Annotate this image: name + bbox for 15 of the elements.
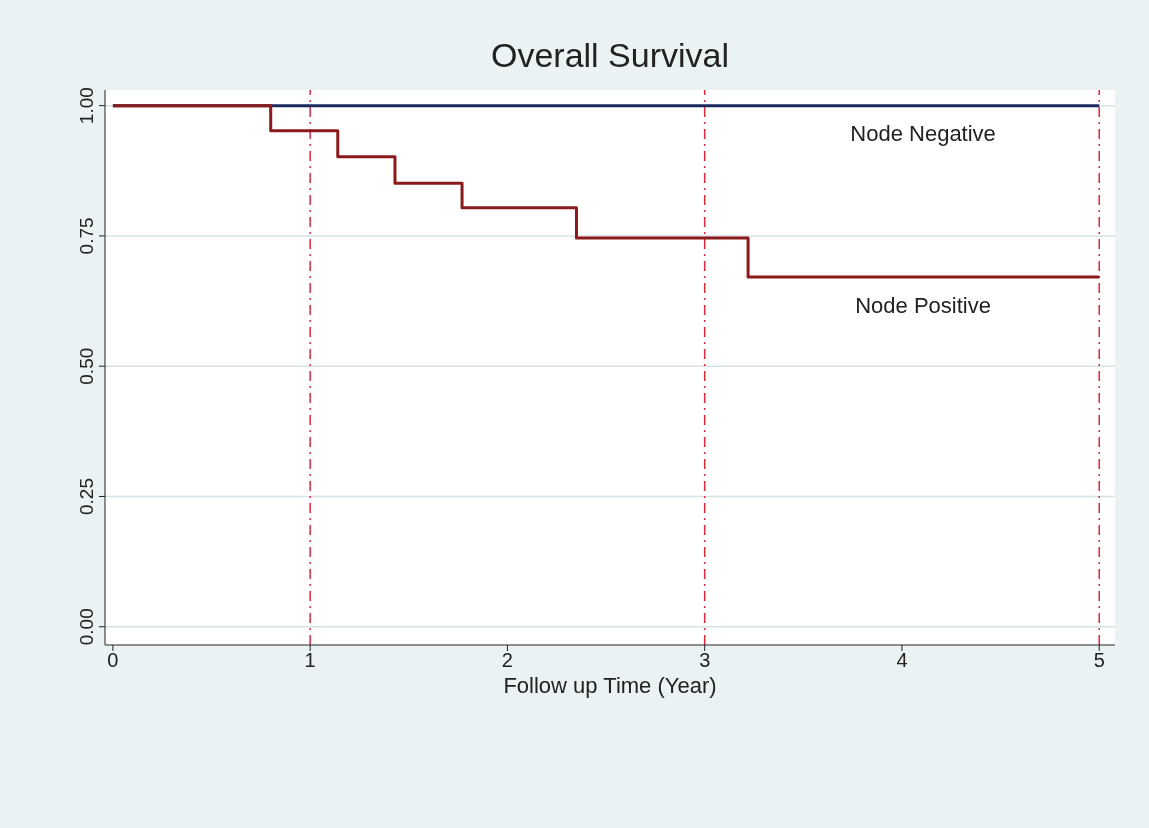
x-tick-label: 4: [896, 649, 908, 672]
y-tick-label: 0.75: [76, 217, 97, 255]
y-tick-label: 0.50: [76, 347, 97, 385]
x-axis-title: Follow up Time (Year): [503, 673, 717, 698]
y-tick-label: 0.00: [76, 608, 97, 646]
x-tick-label: 0: [107, 649, 119, 672]
x-tick-label: 1: [304, 649, 316, 672]
x-tick-label: 5: [1093, 649, 1105, 672]
chart-title: Overall Survival: [489, 36, 731, 75]
series-label: Node Negative: [850, 121, 996, 147]
y-tick-label: 0.25: [76, 477, 97, 515]
y-tick-label: 1.00: [76, 87, 97, 125]
x-tick-label: 3: [699, 649, 711, 672]
x-tick-label: 2: [501, 649, 513, 672]
series-label: Node Positive: [855, 292, 991, 318]
